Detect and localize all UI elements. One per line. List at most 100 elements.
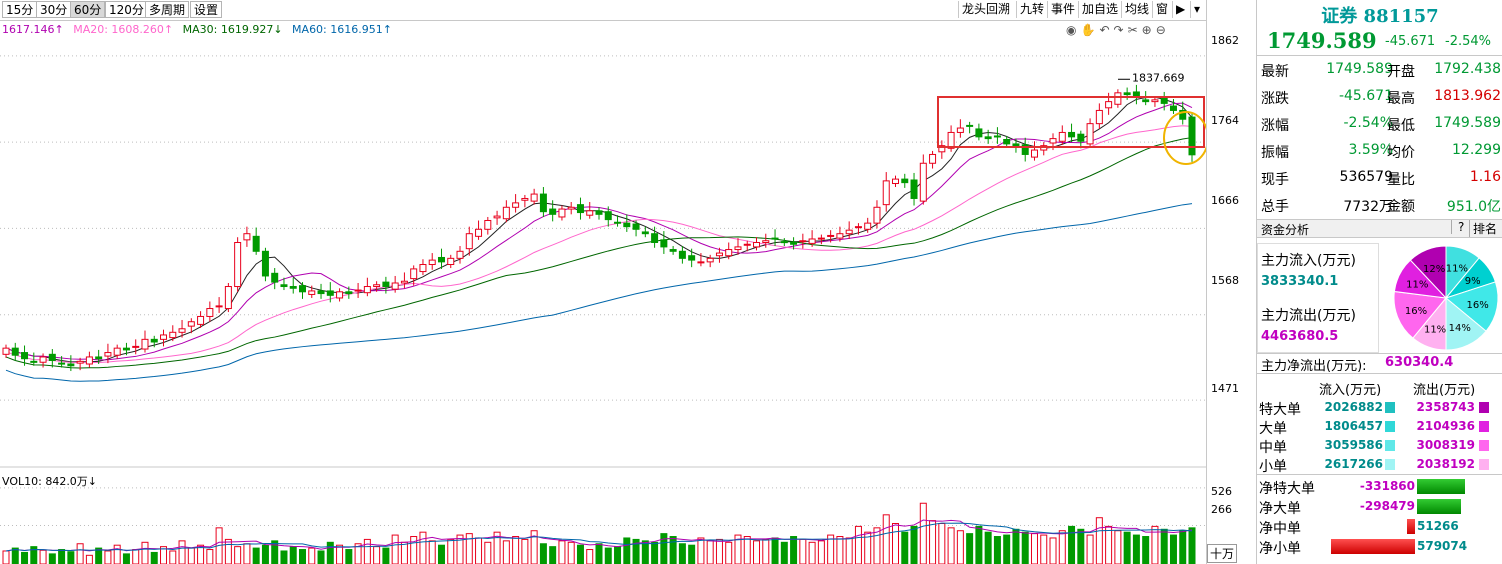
volume-unit: 十万 bbox=[1207, 544, 1238, 563]
help-button[interactable]: ? bbox=[1451, 220, 1470, 234]
eye-icon[interactable]: ◉ bbox=[1066, 23, 1081, 37]
candle-body bbox=[586, 210, 594, 216]
candle-body bbox=[197, 315, 205, 325]
candle-body bbox=[169, 331, 177, 339]
net-flow-value: -298479 bbox=[1359, 499, 1415, 513]
candle-body bbox=[206, 308, 214, 317]
play-arrow-icon[interactable]: ▶ bbox=[1172, 1, 1188, 18]
pie-label: 11% bbox=[1424, 324, 1446, 335]
zoom-out-icon[interactable]: ⊖ bbox=[1155, 23, 1170, 37]
volume-bar bbox=[234, 546, 242, 564]
volume-bar bbox=[539, 543, 547, 564]
candle-body bbox=[790, 242, 798, 245]
volume-bar bbox=[299, 549, 306, 564]
pie-label: 12% bbox=[1423, 264, 1445, 275]
scissors-icon[interactable]: ✂ bbox=[1127, 23, 1142, 37]
nine-turn-button[interactable]: 九转 bbox=[1016, 1, 1047, 18]
undo-icon[interactable]: ↶ bbox=[1099, 23, 1114, 37]
volume-tick: 266 bbox=[1211, 503, 1232, 516]
volume-bar bbox=[1058, 530, 1066, 564]
candle-body bbox=[901, 178, 909, 184]
candle-body bbox=[530, 193, 538, 202]
candle-body bbox=[706, 257, 714, 263]
volume-bar bbox=[1049, 537, 1057, 564]
candle-body bbox=[549, 208, 557, 215]
net-flow-name: 净小单 bbox=[1259, 541, 1301, 557]
leader-backtrack-button[interactable]: 龙头回溯 bbox=[958, 1, 1013, 18]
outflow-swatch bbox=[1479, 440, 1489, 451]
candle-body bbox=[1188, 116, 1196, 156]
volume-bar bbox=[651, 541, 659, 564]
volume-bar bbox=[688, 544, 696, 564]
volume-bar bbox=[762, 538, 770, 564]
hand-icon[interactable]: ✋ bbox=[1080, 23, 1100, 37]
pie-label: 11% bbox=[1406, 279, 1428, 290]
candle-body bbox=[243, 233, 251, 241]
candle-body bbox=[799, 240, 807, 243]
inflow-swatch bbox=[1385, 459, 1395, 470]
candle-body bbox=[919, 162, 927, 202]
candle-body bbox=[484, 219, 492, 230]
settings-button[interactable]: 设置 bbox=[190, 1, 223, 18]
candle-body bbox=[252, 235, 260, 252]
ma30-line bbox=[5, 137, 1193, 369]
net-flow-value: 51266 bbox=[1417, 519, 1459, 533]
period-60min-button[interactable]: 60分 bbox=[70, 1, 106, 18]
candle-body bbox=[966, 124, 974, 127]
event-button[interactable]: 事件 bbox=[1047, 1, 1078, 18]
candle-body bbox=[521, 197, 529, 201]
moving-average-button[interactable]: 均线 bbox=[1121, 1, 1152, 18]
pie-label: 11% bbox=[1446, 264, 1468, 275]
candle-body bbox=[58, 362, 66, 365]
candle-body bbox=[502, 206, 510, 220]
candle-body bbox=[576, 204, 584, 214]
volume-bar bbox=[95, 547, 103, 564]
rank-button[interactable]: 排名 bbox=[1469, 220, 1500, 237]
volume-bar bbox=[400, 541, 408, 564]
period-120min-button[interactable]: 120分 bbox=[105, 1, 148, 18]
volume-bar bbox=[289, 546, 297, 564]
add-watchlist-button[interactable]: 加自选 bbox=[1078, 1, 1121, 18]
candle-body bbox=[539, 193, 547, 213]
ma10-line bbox=[5, 102, 1193, 361]
volume-bar bbox=[410, 536, 418, 564]
candle-body bbox=[512, 202, 520, 208]
ma5-line bbox=[5, 96, 1193, 363]
multi-period-button[interactable]: 多周期 bbox=[145, 1, 190, 18]
candle-body bbox=[956, 127, 964, 133]
redo-icon[interactable]: ↷ bbox=[1113, 23, 1128, 37]
period-30min-button[interactable]: 30分 bbox=[36, 1, 72, 18]
candle-body bbox=[1086, 123, 1094, 145]
quote-row: 现手 536579 量比 1.16 bbox=[1261, 166, 1501, 192]
volume-bar bbox=[104, 550, 112, 564]
candle-body bbox=[104, 352, 112, 357]
candle-body bbox=[614, 221, 622, 224]
candle-body bbox=[299, 285, 306, 293]
window-button[interactable]: 窗 bbox=[1152, 1, 1171, 18]
flow-row: 大单 1806457 2104936 bbox=[1257, 417, 1502, 437]
candle-body bbox=[993, 135, 1001, 138]
zoom-in-icon[interactable]: ⊕ bbox=[1141, 23, 1156, 37]
volume-ma10 bbox=[5, 522, 1193, 552]
candle-body bbox=[697, 261, 705, 264]
volume-bar bbox=[30, 546, 38, 564]
kline-chart[interactable]: 1837.669 bbox=[0, 20, 1206, 564]
candle-body bbox=[780, 241, 788, 244]
quote-panel: 证券 881157 1749.589 -45.671 -2.54% 最新 174… bbox=[1256, 0, 1502, 564]
volume-bar bbox=[465, 533, 473, 564]
volume-bar bbox=[799, 538, 807, 564]
candle-body bbox=[336, 291, 344, 299]
volume-ma5 bbox=[5, 519, 1193, 552]
flow-inflow: 3059586 bbox=[1324, 438, 1383, 452]
volume-bar bbox=[595, 543, 603, 564]
volume-bar bbox=[567, 541, 575, 564]
chevron-down-icon[interactable]: ▾ bbox=[1190, 1, 1203, 18]
quote-label: 最低 bbox=[1387, 118, 1415, 134]
ma20-legend: MA20: 1608.260↑ bbox=[73, 23, 174, 36]
security-title: 证券 881157 bbox=[1321, 6, 1439, 27]
volume-bar bbox=[308, 547, 316, 564]
quote-value: 536579 bbox=[1339, 169, 1393, 185]
net-flow-row: 净特大单 -331860 bbox=[1257, 477, 1502, 497]
candle-body bbox=[428, 259, 436, 266]
period-15min-button[interactable]: 15分 bbox=[2, 1, 38, 18]
